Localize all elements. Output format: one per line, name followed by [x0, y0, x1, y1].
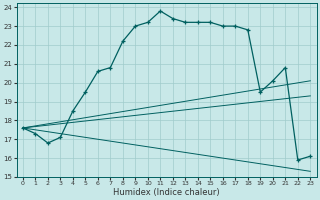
- X-axis label: Humidex (Indice chaleur): Humidex (Indice chaleur): [113, 188, 220, 197]
